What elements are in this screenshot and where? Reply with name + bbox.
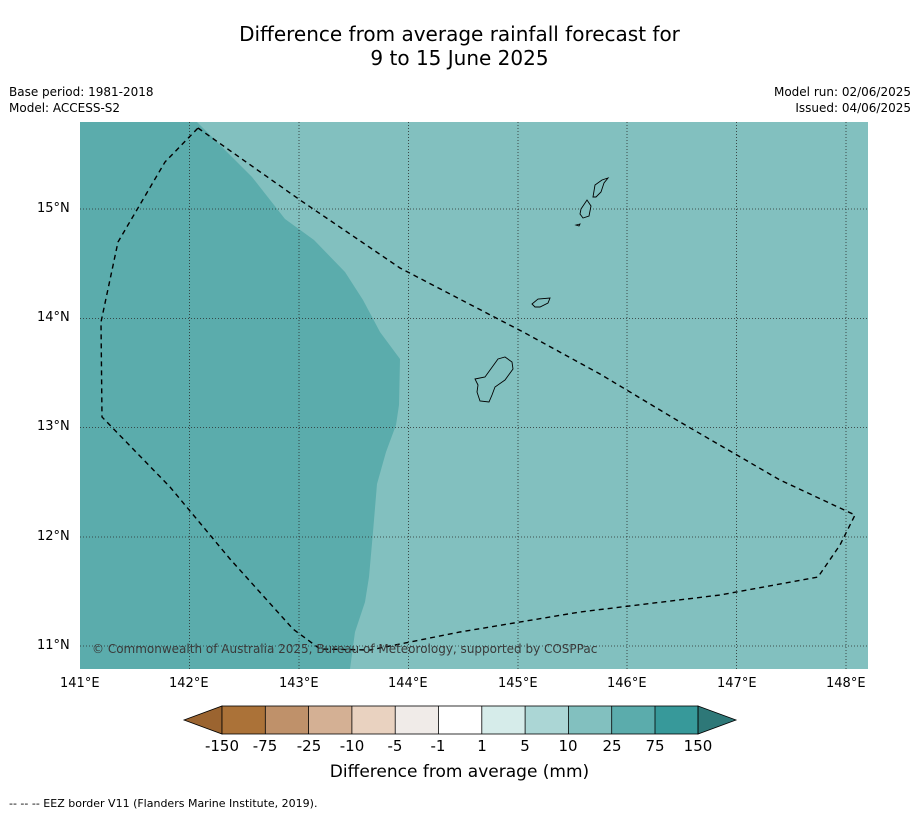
colorbar-label: -10 — [339, 737, 365, 755]
colorbar-title: Difference from average (mm) — [329, 762, 590, 782]
colorbar — [182, 705, 738, 735]
colorbar-label: 150 — [683, 737, 713, 755]
base-period: Base period: 1981-2018 — [9, 85, 154, 99]
colorbar-label: 5 — [520, 737, 530, 755]
colorbar-swatch — [308, 706, 352, 734]
tinian-island — [579, 199, 592, 219]
colorbar-label: 75 — [645, 737, 665, 755]
colorbar-swatch — [265, 706, 309, 734]
lon-label: 148°E — [826, 676, 866, 691]
colorbar-low-extend — [182, 705, 223, 735]
left-meta: Base period: 1981-2018 Model: ACCESS-S2 — [9, 84, 154, 116]
rota-island — [531, 297, 551, 308]
issued-date: Issued: 04/06/2025 — [795, 101, 911, 115]
band-25-75 — [80, 122, 400, 669]
colorbar-label: -1 — [430, 737, 446, 755]
lat-label: 11°N — [37, 638, 70, 653]
islands — [474, 177, 610, 403]
right-meta: Model run: 02/06/2025 Issued: 04/06/2025 — [774, 84, 911, 116]
colorbar-swatch — [351, 706, 396, 734]
eez-border — [100, 127, 856, 651]
guam-island — [474, 356, 514, 403]
colorbar-swatch — [481, 706, 526, 734]
colorbar-label: 25 — [602, 737, 622, 755]
lat-label: 15°N — [37, 201, 70, 216]
map-panel: © Commonwealth of Australia 2025, Bureau… — [80, 122, 868, 669]
lon-label: 144°E — [388, 676, 428, 691]
saipan-island — [592, 177, 610, 198]
lon-label: 142°E — [169, 676, 209, 691]
lon-label: 146°E — [607, 676, 647, 691]
lat-label: 12°N — [37, 529, 70, 544]
chart-title: Difference from average rainfall forecas… — [0, 22, 919, 70]
model-run: Model run: 02/06/2025 — [773, 85, 911, 99]
title-line-1: Difference from average rainfall forecas… — [239, 22, 680, 46]
colorbar-label: -5 — [387, 737, 403, 755]
colorbar-swatch — [438, 706, 482, 734]
colorbar-swatch — [655, 706, 698, 734]
colorbar-label: 1 — [477, 737, 487, 755]
lon-label: 147°E — [717, 676, 757, 691]
colorbar-swatch — [222, 706, 266, 734]
lon-label: 145°E — [498, 676, 538, 691]
lat-label: 13°N — [37, 419, 70, 434]
copyright-text: © Commonwealth of Australia 2025, Bureau… — [92, 642, 597, 656]
aguijan-island — [574, 223, 581, 227]
colorbar-high-extend — [697, 705, 738, 735]
gridlines — [80, 122, 868, 669]
colorbar-label: -150 — [204, 737, 240, 755]
colorbar-label: -75 — [252, 737, 278, 755]
model-name: Model: ACCESS-S2 — [9, 101, 121, 115]
colorbar-label: 10 — [558, 737, 578, 755]
colorbar-swatch — [525, 706, 569, 734]
lon-label: 141°E — [60, 676, 100, 691]
colorbar-label: -25 — [296, 737, 322, 755]
lon-label: 143°E — [279, 676, 319, 691]
colorbar-swatch — [568, 706, 612, 734]
lat-label: 14°N — [37, 310, 70, 325]
title-line-2: 9 to 15 June 2025 — [370, 46, 549, 70]
eez-footnote: -- -- -- EEZ border V11 (Flanders Marine… — [9, 797, 318, 810]
colorbar-swatch — [395, 706, 439, 734]
colorbar-swatch — [611, 706, 655, 734]
